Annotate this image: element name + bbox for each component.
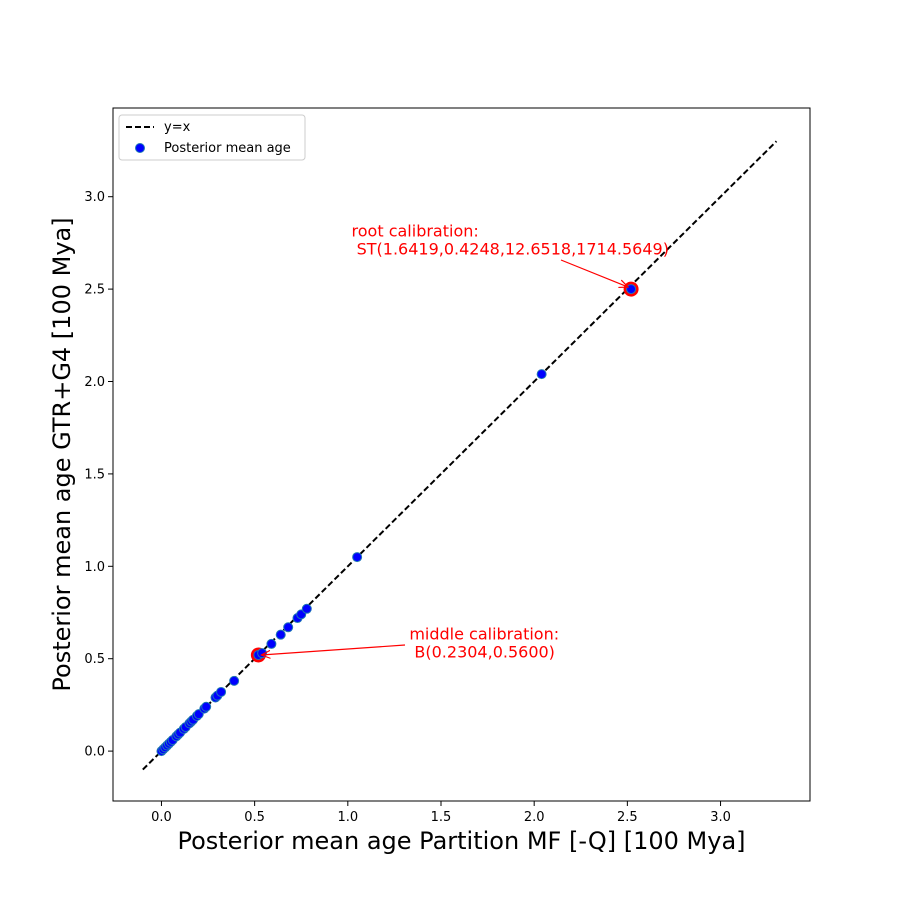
plot-frame [112, 107, 811, 802]
data-point [536, 369, 547, 380]
legend-entry-posterior: Posterior mean age [164, 141, 291, 156]
annotation-text: middle calibration: B(0.2304,0.5600) [409, 624, 559, 661]
annotation-text: root calibration: ST(1.6419,0.4248,12.65… [352, 222, 669, 259]
data-point [201, 701, 212, 712]
data-point [257, 648, 268, 659]
y-tick-label: 2.0 [84, 375, 105, 390]
x-tick-label: 1.5 [431, 810, 452, 825]
x-tick-label: 2.5 [617, 810, 638, 825]
annotation-line: middle calibration: [409, 624, 559, 643]
x-tick-label: 0.5 [244, 810, 265, 825]
data-point [352, 552, 363, 563]
legend: y=x Posterior mean age [118, 114, 306, 161]
y-tick-label: 0.0 [84, 745, 105, 760]
x-tick-label: 0.0 [151, 810, 172, 825]
x-tick-label: 2.0 [524, 810, 545, 825]
data-point [229, 675, 240, 686]
data-point [266, 638, 277, 649]
data-point [626, 284, 637, 295]
x-tick-label: 1.0 [337, 810, 358, 825]
axis-ticks: 0.0 0.5 1.0 1.5 2.0 2.5 3.0 0.0 0.5 1.0 1.5 2.0 2.5 3… [84, 190, 731, 825]
data-point [275, 629, 286, 640]
annotation-line: root calibration: [352, 222, 479, 241]
y-tick-label: 1.0 [84, 560, 105, 575]
annotations: root calibration: ST(1.6419,0.4248,12.65… [261, 222, 669, 661]
y-tick-label: 0.5 [84, 652, 105, 667]
data-point [301, 603, 312, 614]
legend-box [118, 114, 306, 161]
y-tick-label: 2.5 [84, 283, 105, 298]
annotation-arrow [560, 259, 628, 287]
reference-line-yx [142, 140, 778, 771]
annotation-line: B(0.2304,0.5600) [409, 642, 555, 661]
annotation-arrow [261, 644, 406, 655]
data-point [216, 686, 227, 697]
data-point [283, 622, 294, 633]
annotation-line: ST(1.6419,0.4248,12.6518,1714.5649) [352, 240, 669, 259]
y-axis-label: Posterior mean age GTR+G4 [100 Mya] [48, 217, 76, 691]
legend-entry-yx: y=x [164, 120, 191, 135]
x-axis-label: Posterior mean age Partition MF [-Q] [10… [177, 827, 745, 855]
legend-marker-sample [135, 143, 145, 153]
y-tick-label: 3.0 [84, 190, 105, 205]
y-tick-label: 1.5 [84, 467, 105, 482]
x-tick-label: 3.0 [710, 810, 731, 825]
